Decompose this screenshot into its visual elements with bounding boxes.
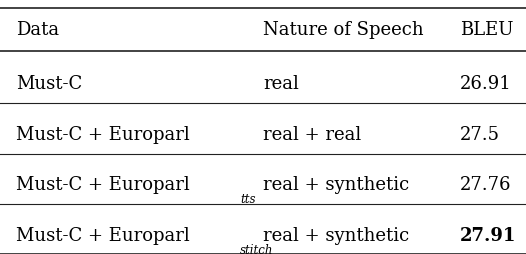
Text: 26.91: 26.91 xyxy=(460,75,512,93)
Text: real + real: real + real xyxy=(263,126,361,144)
Text: Nature of Speech: Nature of Speech xyxy=(263,22,423,39)
Text: Must-C: Must-C xyxy=(16,75,82,93)
Text: 27.5: 27.5 xyxy=(460,126,500,144)
Text: real + synthetic: real + synthetic xyxy=(263,177,409,194)
Text: Data: Data xyxy=(16,22,59,39)
Text: Must-C + Europarl: Must-C + Europarl xyxy=(16,177,189,194)
Text: Must-C + Europarl: Must-C + Europarl xyxy=(16,126,189,144)
Text: stitch: stitch xyxy=(240,244,274,254)
Text: BLEU: BLEU xyxy=(460,22,514,39)
Text: Must-C + Europarl: Must-C + Europarl xyxy=(16,227,189,245)
Text: real: real xyxy=(263,75,299,93)
Text: real + synthetic: real + synthetic xyxy=(263,227,409,245)
Text: 27.76: 27.76 xyxy=(460,177,512,194)
Text: tts: tts xyxy=(240,193,256,206)
Text: 27.91: 27.91 xyxy=(460,227,517,245)
